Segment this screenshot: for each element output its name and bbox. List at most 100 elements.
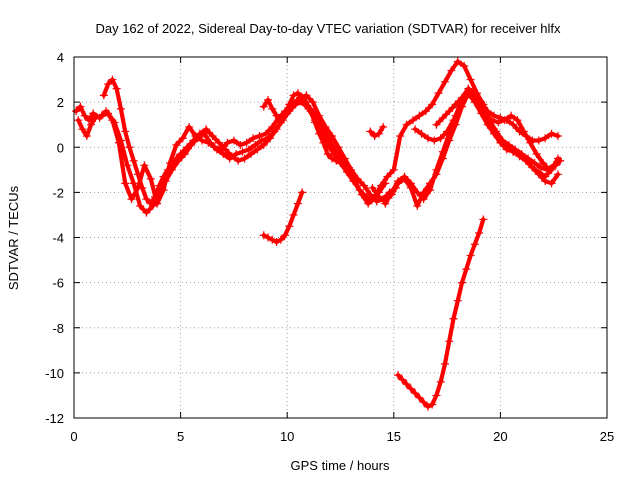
data-point	[310, 118, 319, 127]
data-point	[347, 165, 356, 174]
data-series	[72, 57, 565, 411]
data-point	[423, 402, 432, 411]
data-point	[447, 66, 456, 75]
data-point	[272, 125, 281, 134]
y-tick-label: -8	[52, 321, 64, 336]
y-tick-label: -10	[45, 366, 64, 381]
x-tick-label: 5	[177, 429, 184, 444]
data-point	[112, 84, 121, 93]
data-point	[502, 116, 511, 125]
data-point	[534, 168, 543, 177]
data-point	[244, 145, 253, 154]
data-point	[466, 75, 475, 84]
series-arc-i	[366, 122, 388, 140]
data-point	[197, 136, 206, 145]
series-arc-b	[74, 91, 400, 217]
data-point	[163, 165, 172, 174]
data-point	[423, 134, 432, 143]
y-tick-label: 0	[57, 140, 64, 155]
data-point	[432, 165, 441, 174]
data-point	[521, 156, 530, 165]
data-point	[379, 122, 388, 131]
data-point	[306, 107, 315, 116]
data-point	[426, 186, 435, 195]
data-point	[227, 152, 236, 161]
data-point	[293, 89, 302, 98]
data-point	[238, 147, 247, 156]
series-arc-k	[394, 215, 488, 411]
data-point	[553, 170, 562, 179]
data-point	[323, 150, 332, 159]
data-point	[415, 393, 424, 402]
data-point	[502, 143, 511, 152]
data-point	[249, 134, 258, 143]
data-point	[251, 140, 260, 149]
y-tick-label: -12	[45, 411, 64, 426]
data-point	[381, 199, 390, 208]
data-point	[259, 231, 268, 240]
data-point	[458, 278, 467, 287]
data-point	[125, 143, 134, 152]
data-point	[428, 100, 437, 109]
data-point	[82, 131, 91, 140]
data-point	[219, 150, 228, 159]
data-point	[272, 238, 281, 247]
data-point	[411, 389, 420, 398]
data-point	[353, 174, 362, 183]
data-point	[521, 131, 530, 140]
data-point	[428, 400, 437, 409]
series-line	[370, 91, 561, 208]
data-point	[477, 98, 486, 107]
data-point	[172, 154, 181, 163]
data-point	[129, 156, 138, 165]
y-tick-label: 2	[57, 95, 64, 110]
data-point	[556, 156, 565, 165]
data-point	[123, 161, 132, 170]
data-point	[419, 195, 428, 204]
plot-frame	[73, 56, 608, 419]
data-point	[496, 136, 505, 145]
data-point	[182, 143, 191, 152]
data-point	[515, 152, 524, 161]
data-point	[285, 222, 294, 231]
data-point	[368, 183, 377, 192]
data-point	[421, 107, 430, 116]
data-point	[281, 109, 290, 118]
data-point	[406, 179, 415, 188]
series-arc-d	[259, 89, 345, 168]
data-point	[349, 177, 358, 186]
data-point	[155, 181, 164, 190]
data-point	[159, 172, 168, 181]
data-point	[534, 136, 543, 145]
data-point	[176, 150, 185, 159]
data-point	[453, 296, 462, 305]
data-point	[264, 95, 273, 104]
data-point	[332, 156, 341, 165]
data-point	[185, 122, 194, 131]
data-point	[541, 134, 550, 143]
data-point	[195, 129, 204, 138]
data-point	[97, 111, 106, 120]
data-point	[398, 375, 407, 384]
data-point	[366, 127, 375, 136]
data-point	[202, 125, 211, 134]
data-point	[443, 127, 452, 136]
data-point	[221, 145, 230, 154]
data-point	[440, 359, 449, 368]
data-point	[336, 159, 345, 168]
data-point	[355, 186, 364, 195]
data-point	[121, 179, 130, 188]
data-point	[234, 156, 243, 165]
series-line	[261, 190, 305, 245]
data-point	[545, 165, 554, 174]
data-point	[413, 201, 422, 210]
data-point	[539, 159, 548, 168]
data-point	[189, 136, 198, 145]
data-point	[104, 109, 113, 118]
data-point	[438, 147, 447, 156]
data-point	[206, 138, 215, 147]
data-point	[490, 125, 499, 134]
data-point	[434, 89, 443, 98]
data-point	[151, 192, 160, 201]
